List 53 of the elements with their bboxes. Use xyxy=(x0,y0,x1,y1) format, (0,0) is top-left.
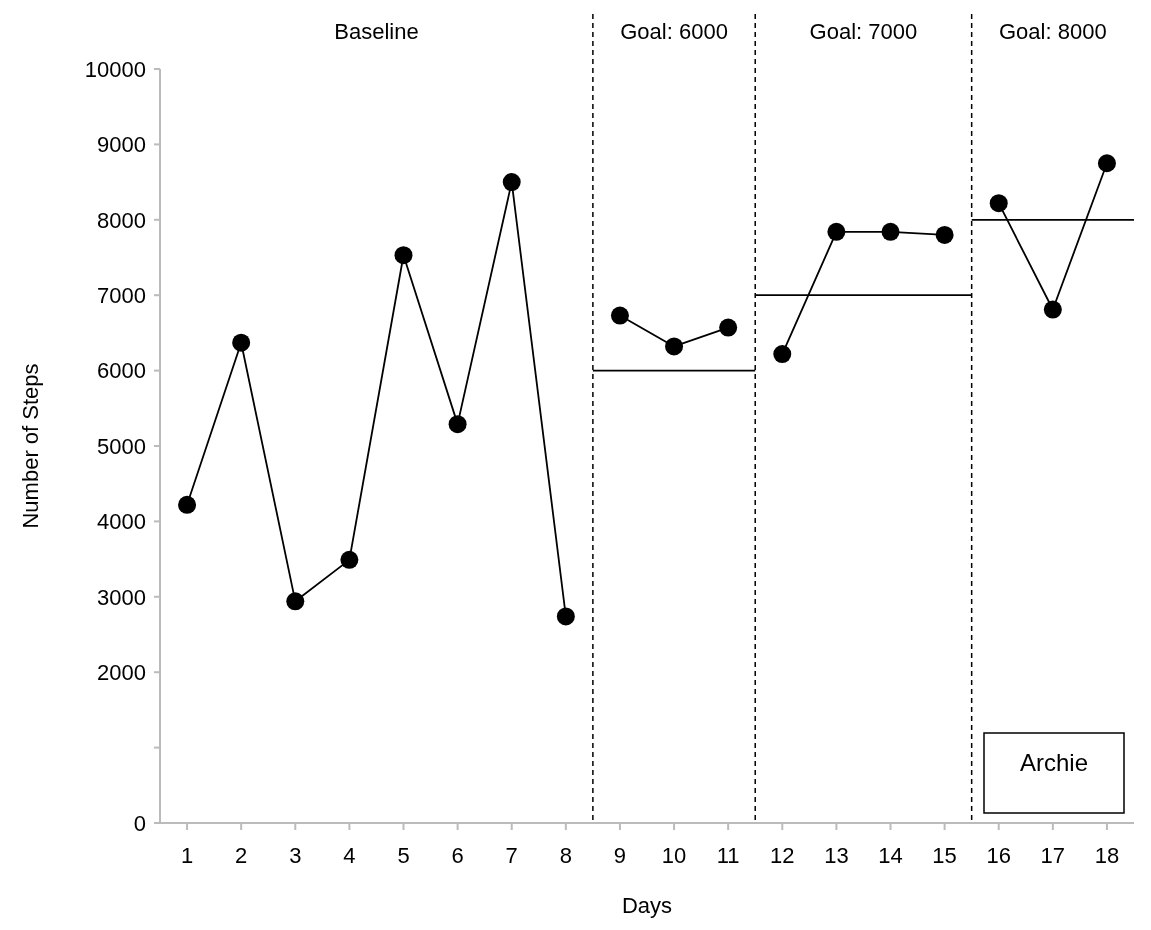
x-tick-label: 1 xyxy=(180,843,194,868)
x-axis-title: Days xyxy=(621,893,673,918)
point xyxy=(989,194,1008,213)
text: Baseline xyxy=(334,19,419,44)
point xyxy=(1097,154,1116,173)
y-tick-label: 7000 xyxy=(97,282,146,308)
y-tick-label: 9000 xyxy=(97,132,146,158)
point xyxy=(448,415,467,434)
x-tick-label: 11 xyxy=(716,843,740,868)
text: Goal: 6000 xyxy=(620,19,728,44)
y-tick-label: 5000 xyxy=(97,433,146,459)
x-tick-label: 17 xyxy=(1040,843,1066,868)
x-tick-label: 9 xyxy=(613,843,627,868)
point xyxy=(502,173,521,192)
x-tick-label: 10 xyxy=(661,843,687,868)
y-tick-label: 10000 xyxy=(84,56,146,82)
point xyxy=(178,495,197,514)
text: Goal: 8000 xyxy=(999,19,1107,44)
x-tick-label: 4 xyxy=(343,843,356,868)
text: Goal: 7000 xyxy=(809,19,918,44)
point xyxy=(665,337,684,356)
point xyxy=(556,607,575,626)
x-tick-label: 14 xyxy=(878,843,903,868)
x-tick-label: 15 xyxy=(932,843,957,868)
point xyxy=(881,222,900,241)
point xyxy=(286,592,305,611)
y-tick-label: 0 xyxy=(133,810,146,836)
x-tick-label: 2 xyxy=(235,843,248,868)
x-tick-label: 13 xyxy=(824,843,849,868)
y-tick-label: 4000 xyxy=(97,509,146,535)
x-tick-label: 8 xyxy=(559,843,572,868)
y-tick-label: 6000 xyxy=(97,358,146,384)
point xyxy=(935,225,954,244)
y-tick-label: 2000 xyxy=(97,659,146,685)
point xyxy=(827,222,846,241)
y-tick-label: 3000 xyxy=(97,584,146,610)
x-tick-label: 18 xyxy=(1094,843,1120,868)
x-tick-label: 12 xyxy=(770,843,795,868)
x-tick-label: 6 xyxy=(451,843,464,868)
point xyxy=(232,333,251,352)
point xyxy=(773,345,792,364)
point xyxy=(340,550,359,569)
x-tick-label: 7 xyxy=(505,843,518,868)
x-tick-label: 5 xyxy=(397,843,410,868)
y-axis-title: Number of Steps xyxy=(18,363,43,529)
point xyxy=(610,306,629,325)
x-tick-label: 16 xyxy=(986,843,1011,868)
point xyxy=(394,246,413,265)
y-tick-label: 8000 xyxy=(97,207,146,233)
annotation: Archie xyxy=(1019,749,1089,776)
x-tick-label: 3 xyxy=(289,843,302,868)
point xyxy=(719,318,738,337)
point xyxy=(1043,300,1062,319)
